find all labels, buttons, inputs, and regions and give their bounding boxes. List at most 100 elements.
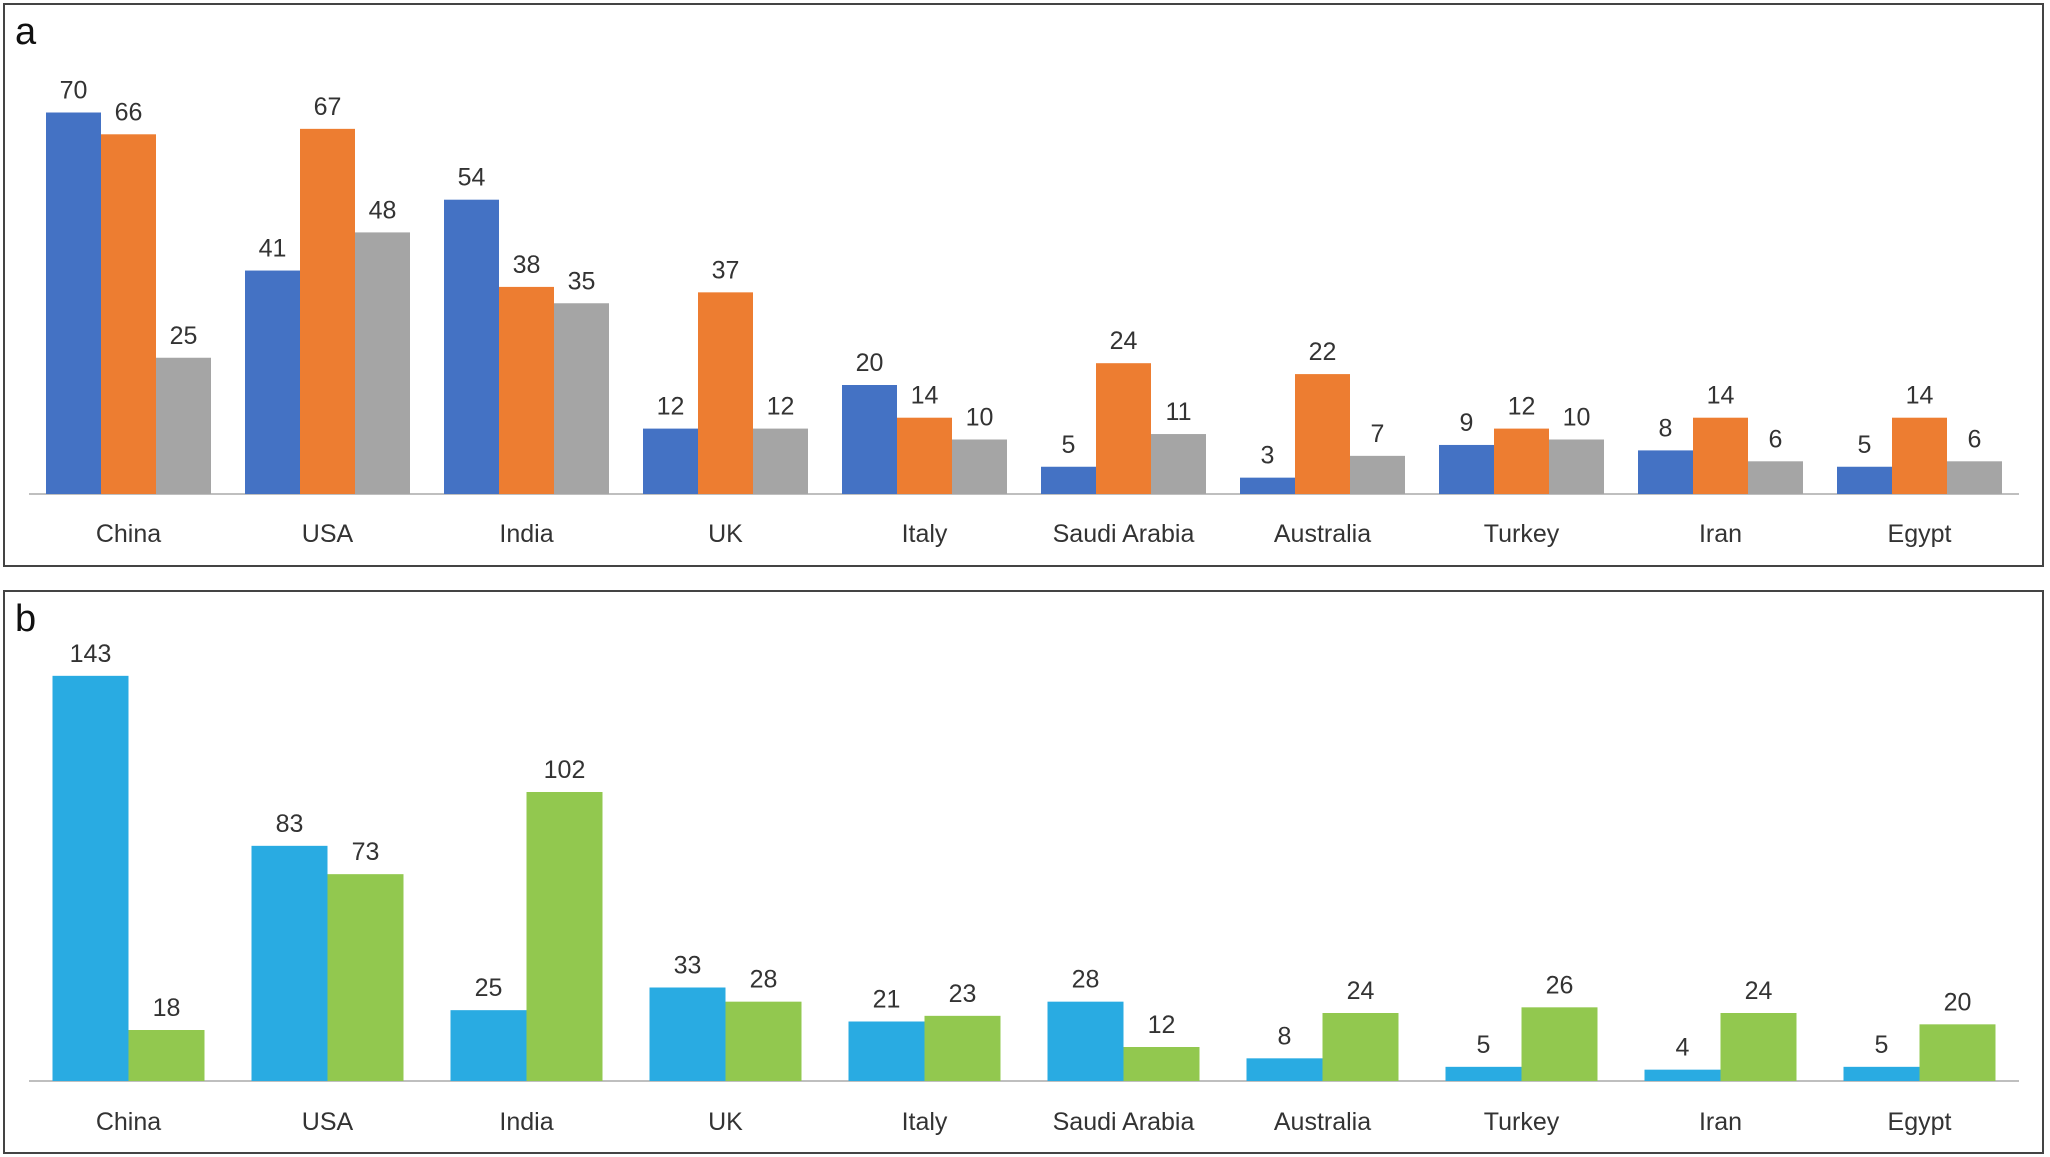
bar: [1748, 461, 1803, 494]
data-label: 10: [966, 404, 994, 432]
data-label: 26: [1546, 971, 1574, 999]
bar: [526, 792, 603, 1081]
bar: [1041, 466, 1096, 494]
category-label: Turkey: [1484, 1108, 1560, 1136]
bar: [649, 987, 726, 1081]
data-label: 24: [1745, 977, 1773, 1005]
category-label: Turkey: [1484, 520, 1560, 548]
chart-panel-a: a 70 66 25 China 41 67 48 USA 54 38 35 India 12 37 12 U…: [3, 3, 2044, 567]
data-label: 22: [1309, 338, 1337, 366]
bar: [643, 428, 698, 494]
category-label: Italy: [902, 520, 948, 548]
data-label: 9: [1460, 409, 1474, 437]
bar: [1445, 1066, 1522, 1081]
data-label: 41: [259, 235, 287, 263]
data-label: 11: [1166, 398, 1192, 426]
data-label: 70: [60, 77, 88, 105]
category-label: Iran: [1699, 1108, 1742, 1136]
category-label: Iran: [1699, 520, 1742, 548]
bar: [444, 199, 499, 494]
bar: [1295, 374, 1350, 494]
data-label: 33: [674, 952, 702, 980]
data-label: 24: [1110, 327, 1138, 355]
category-label: China: [96, 520, 161, 548]
bar: [1521, 1007, 1598, 1081]
bar: [1892, 417, 1947, 494]
data-label: 28: [1072, 966, 1100, 994]
bar: [1350, 455, 1405, 494]
category-label: Saudi Arabia: [1053, 1108, 1195, 1136]
data-label: 12: [1508, 393, 1536, 421]
data-label: 6: [1968, 425, 1982, 453]
bar: [128, 1030, 205, 1081]
bar: [1096, 363, 1151, 494]
data-label: 12: [1148, 1011, 1176, 1039]
bar: [46, 112, 101, 494]
category-label: Egypt: [1888, 520, 1952, 548]
bar-chart-a: 706625China416748USA543835India123712UK2…: [29, 77, 2019, 548]
panel-label: a: [15, 11, 37, 53]
bar: [1919, 1024, 1996, 1081]
bar: [1720, 1013, 1797, 1081]
bar: [101, 134, 156, 495]
category-label: UK: [708, 520, 743, 548]
data-label: 5: [1858, 431, 1872, 459]
data-label: 25: [475, 974, 503, 1002]
data-label: 67: [314, 93, 342, 121]
bar: [1837, 466, 1892, 494]
data-label: 83: [276, 810, 304, 838]
bar: [554, 303, 609, 494]
bar: [952, 439, 1007, 494]
data-label: 14: [1906, 382, 1934, 410]
bar: [300, 128, 355, 494]
bar: [1322, 1013, 1399, 1081]
panel-label: b: [15, 598, 37, 640]
data-label: 5: [1875, 1031, 1889, 1059]
data-label: 66: [115, 98, 143, 126]
data-label: 4: [1676, 1034, 1690, 1062]
bar: [156, 357, 211, 494]
bar: [1843, 1066, 1920, 1081]
bar: [1494, 428, 1549, 494]
category-label: USA: [302, 520, 354, 548]
bar: [355, 232, 410, 494]
data-label: 12: [657, 393, 685, 421]
data-label: 38: [513, 251, 541, 279]
bar: [848, 1021, 925, 1081]
data-label: 5: [1062, 431, 1076, 459]
data-label: 6: [1769, 425, 1783, 453]
data-label: 24: [1347, 977, 1375, 1005]
bar: [1638, 450, 1693, 494]
bar: [698, 292, 753, 494]
bar: [52, 675, 129, 1081]
bar: [1439, 444, 1494, 494]
data-label: 5: [1477, 1031, 1491, 1059]
bar: [499, 286, 554, 494]
category-label: UK: [708, 1108, 743, 1136]
data-label: 8: [1278, 1022, 1292, 1050]
data-label: 12: [767, 393, 795, 421]
bar: [725, 1001, 802, 1081]
data-label: 35: [568, 267, 596, 295]
data-label: 18: [153, 994, 181, 1022]
data-label: 20: [856, 349, 884, 377]
category-label: Australia: [1274, 1108, 1371, 1136]
category-label: India: [499, 520, 553, 548]
bar: [1240, 477, 1295, 494]
category-label: Italy: [902, 1108, 948, 1136]
bar: [1947, 461, 2002, 494]
data-label: 7: [1371, 420, 1385, 448]
category-label: Australia: [1274, 520, 1371, 548]
data-label: 48: [369, 196, 397, 224]
data-label: 10: [1563, 404, 1591, 432]
bar: [1123, 1047, 1200, 1081]
data-label: 28: [750, 966, 778, 994]
bar: [924, 1015, 1001, 1081]
data-label: 14: [911, 382, 939, 410]
bar: [251, 845, 328, 1081]
bar: [327, 874, 404, 1081]
bar: [1151, 434, 1206, 494]
data-label: 25: [170, 322, 198, 350]
data-label: 23: [949, 980, 977, 1008]
category-label: Saudi Arabia: [1053, 520, 1195, 548]
